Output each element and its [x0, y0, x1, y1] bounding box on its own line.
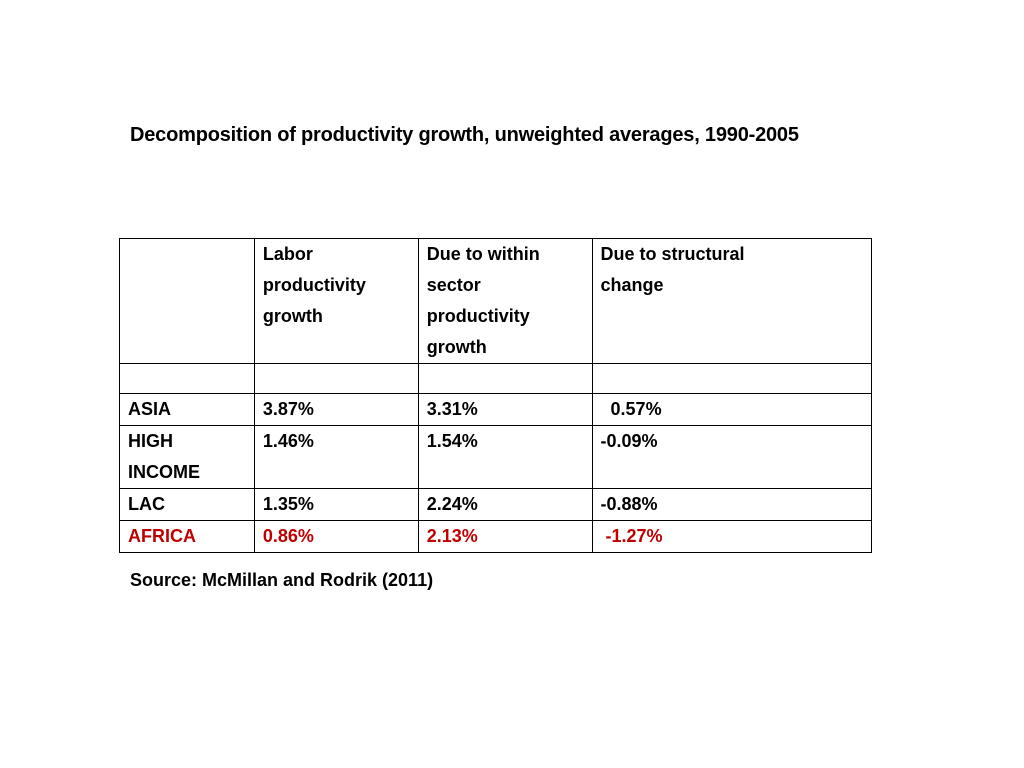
structural-cell: -0.09% [591, 425, 873, 489]
structural-cell: -0.88% [591, 488, 873, 521]
table-row-asia: ASIA 3.87% 3.31% 0.57% [119, 393, 873, 426]
within-cell: 2.13% [417, 520, 593, 553]
slide-title: Decomposition of productivity growth, un… [130, 124, 799, 146]
header-structural-change: Due to structural change [591, 238, 873, 364]
labor-cell: 3.87% [253, 393, 419, 426]
region-cell: ASIA [119, 393, 255, 426]
table-row-lac: LAC 1.35% 2.24% -0.88% [119, 488, 873, 521]
header-region [119, 238, 255, 364]
labor-cell: 0.86% [253, 520, 419, 553]
region-cell: LAC [119, 488, 255, 521]
source-note: Source: McMillan and Rodrik (2011) [130, 570, 434, 590]
header-labor-productivity: Labor productivity growth [253, 238, 419, 364]
region-cell: HIGH INCOME [119, 425, 255, 489]
table-row-africa: AFRICA 0.86% 2.13% -1.27% [119, 520, 873, 553]
empty-row [119, 363, 873, 394]
structural-cell: 0.57% [591, 393, 873, 426]
table-header-row: Labor productivity growth Due to within … [119, 238, 873, 364]
productivity-table: Labor productivity growth Due to within … [119, 238, 873, 553]
within-cell: 1.54% [417, 425, 593, 489]
empty-cell [591, 363, 873, 394]
within-cell: 3.31% [417, 393, 593, 426]
empty-cell [253, 363, 419, 394]
empty-cell [417, 363, 593, 394]
empty-cell [119, 363, 255, 394]
labor-cell: 1.46% [253, 425, 419, 489]
region-cell: AFRICA [119, 520, 255, 553]
header-within-sector: Due to within sector productivity growth [417, 238, 593, 364]
structural-cell: -1.27% [591, 520, 873, 553]
table-row-high-income: HIGH INCOME 1.46% 1.54% -0.09% [119, 425, 873, 489]
within-cell: 2.24% [417, 488, 593, 521]
labor-cell: 1.35% [253, 488, 419, 521]
